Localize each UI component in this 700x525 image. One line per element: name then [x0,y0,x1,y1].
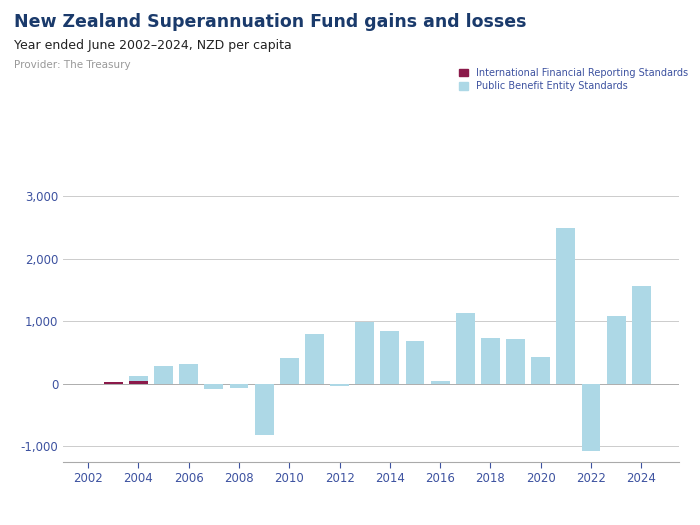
Bar [456,313,475,384]
Bar [104,382,122,384]
Bar [556,227,575,384]
Bar [531,357,550,384]
Bar [330,384,349,386]
Bar [405,341,424,384]
Bar [104,382,122,384]
Text: Year ended June 2002–2024, NZD per capita: Year ended June 2002–2024, NZD per capit… [14,39,292,52]
Bar [506,339,525,384]
Bar [632,286,651,384]
Bar [230,384,248,388]
Bar [280,358,299,384]
Bar [129,376,148,384]
Text: figure.nz: figure.nz [604,17,680,31]
Bar [255,384,274,435]
Text: Provider: The Treasury: Provider: The Treasury [14,60,131,70]
Bar [607,316,626,384]
Bar [481,338,500,384]
Legend: International Financial Reporting Standards, Public Benefit Entity Standards: International Financial Reporting Standa… [459,68,688,91]
Bar [380,331,399,384]
Bar [204,384,223,389]
Bar [154,366,173,384]
Bar [305,334,324,384]
Bar [356,322,374,384]
Bar [179,364,198,384]
Text: New Zealand Superannuation Fund gains and losses: New Zealand Superannuation Fund gains an… [14,13,526,31]
Bar [430,381,449,384]
Bar [129,381,148,384]
Bar [582,384,601,451]
